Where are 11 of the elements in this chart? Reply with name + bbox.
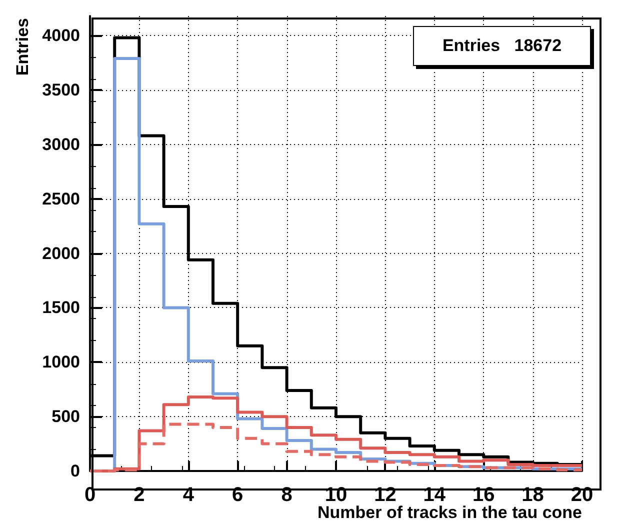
y-tick-label: 3500 bbox=[42, 80, 80, 100]
y-tick-label: 0 bbox=[70, 462, 80, 480]
y-tick-label: 2000 bbox=[42, 244, 80, 263]
y-axis-title: Entries bbox=[13, 18, 32, 76]
y-tick-label: 1000 bbox=[42, 352, 80, 372]
y-tick-label: 3000 bbox=[42, 134, 80, 154]
y-tick-label: 2500 bbox=[42, 189, 80, 208]
y-tick-label: 4000 bbox=[42, 26, 80, 46]
y-tick-label: 500 bbox=[52, 407, 80, 426]
y-tick-label: 1500 bbox=[42, 298, 80, 318]
x-axis-title: Number of tracks in the tau cone bbox=[318, 503, 582, 522]
